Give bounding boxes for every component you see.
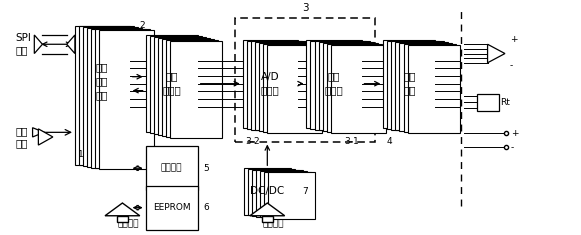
Bar: [392, 42, 443, 129]
Text: 4: 4: [386, 137, 392, 146]
Bar: [91, 28, 146, 168]
Bar: [331, 45, 386, 133]
Bar: [244, 168, 290, 215]
Bar: [146, 186, 198, 230]
Bar: [383, 40, 435, 128]
Bar: [408, 45, 460, 133]
Polygon shape: [250, 203, 285, 216]
Text: 逻辑电源: 逻辑电源: [117, 219, 139, 228]
Polygon shape: [38, 129, 53, 145]
Polygon shape: [487, 44, 505, 63]
Text: +: +: [510, 35, 517, 44]
Bar: [310, 41, 365, 129]
Bar: [154, 37, 206, 134]
Polygon shape: [34, 35, 42, 54]
Bar: [146, 35, 198, 132]
Bar: [255, 42, 310, 130]
Text: 光电
耦合器: 光电 耦合器: [162, 72, 181, 96]
Bar: [248, 169, 295, 215]
Bar: [476, 94, 498, 111]
Bar: [235, 18, 375, 142]
Bar: [267, 45, 322, 133]
Text: A/D
转换器: A/D 转换器: [261, 72, 279, 96]
Text: -: -: [511, 143, 514, 152]
Bar: [314, 42, 370, 129]
Bar: [166, 40, 218, 137]
Text: 内置冷端: 内置冷端: [161, 164, 182, 173]
Text: 输入
处理: 输入 处理: [403, 72, 415, 96]
Bar: [150, 36, 202, 133]
Bar: [74, 26, 130, 165]
Bar: [87, 28, 142, 167]
Bar: [400, 43, 451, 131]
Text: 程控
放大器: 程控 放大器: [325, 72, 343, 96]
Bar: [95, 29, 150, 168]
Text: -: -: [510, 61, 513, 70]
Bar: [404, 44, 456, 132]
Bar: [247, 41, 302, 129]
Text: Rt: Rt: [500, 98, 510, 107]
Text: +: +: [511, 129, 518, 138]
Text: 3-2: 3-2: [246, 137, 260, 146]
Bar: [117, 216, 128, 222]
Bar: [252, 170, 299, 216]
Bar: [83, 27, 138, 166]
Bar: [162, 39, 214, 136]
Text: 6: 6: [203, 203, 209, 212]
Text: 2: 2: [140, 21, 145, 30]
Bar: [260, 171, 307, 217]
Bar: [170, 41, 222, 138]
Text: DC/DC: DC/DC: [250, 186, 285, 196]
Bar: [99, 30, 154, 169]
Bar: [318, 42, 374, 130]
Text: 辅助电源: 辅助电源: [263, 219, 284, 228]
Bar: [259, 43, 314, 131]
Text: 控制
逻辑
电路: 控制 逻辑 电路: [96, 62, 109, 100]
Polygon shape: [67, 35, 75, 54]
Text: 选择
输入: 选择 输入: [15, 126, 28, 148]
Polygon shape: [105, 203, 140, 216]
Bar: [146, 146, 198, 190]
Bar: [396, 42, 447, 130]
Bar: [327, 44, 382, 132]
Bar: [388, 41, 439, 129]
Text: 3-1: 3-1: [344, 137, 358, 146]
Bar: [158, 38, 210, 135]
Text: 7: 7: [302, 187, 308, 196]
Bar: [78, 26, 134, 165]
Bar: [268, 172, 315, 219]
Bar: [322, 43, 378, 131]
Bar: [243, 40, 297, 128]
Bar: [263, 44, 318, 132]
Bar: [256, 170, 303, 217]
Bar: [264, 172, 311, 218]
Text: 3: 3: [302, 3, 309, 13]
Text: 1: 1: [77, 150, 83, 159]
Text: SPI
总线: SPI 总线: [15, 33, 31, 55]
Text: 5: 5: [203, 164, 209, 173]
Polygon shape: [33, 128, 44, 137]
Text: EEPROM: EEPROM: [153, 203, 191, 212]
Bar: [306, 40, 361, 128]
Bar: [251, 42, 306, 129]
Bar: [262, 216, 272, 222]
